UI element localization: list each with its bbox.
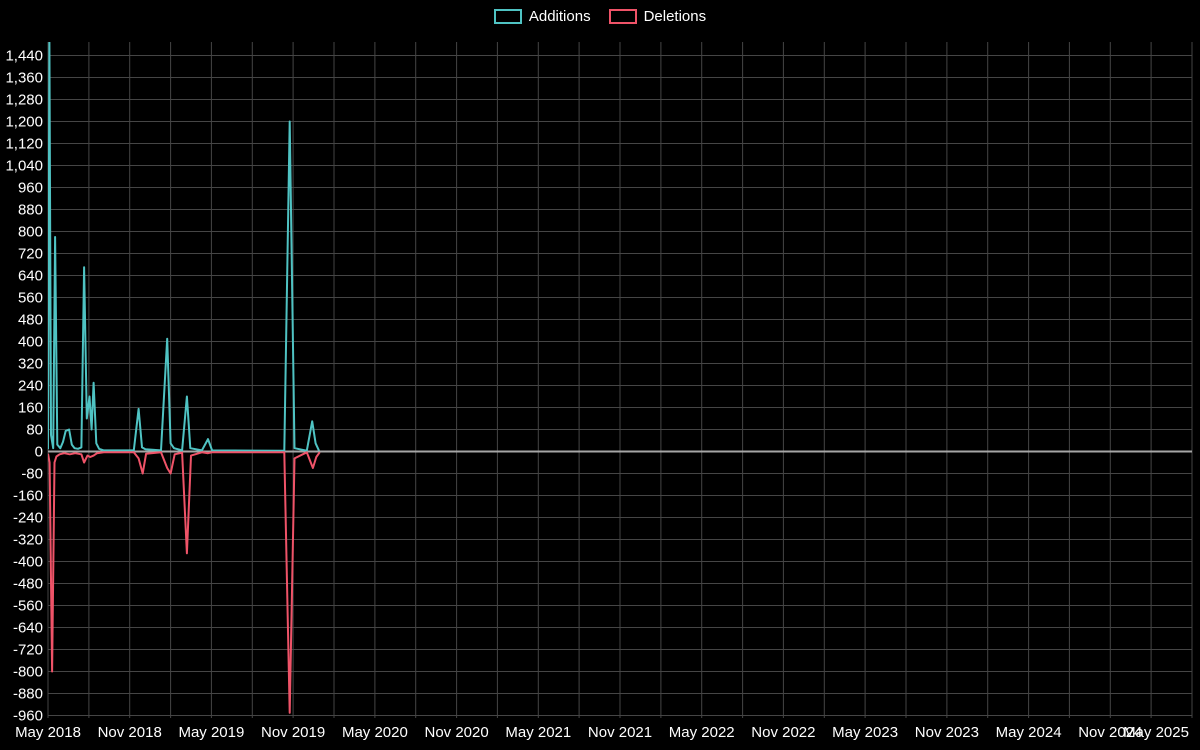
svg-text:1,040: 1,040: [5, 158, 43, 175]
legend-item-additions[interactable]: Additions: [493, 8, 591, 25]
svg-text:May 2024: May 2024: [996, 724, 1062, 741]
gridlines: [47, 42, 1193, 718]
svg-text:800: 800: [18, 224, 43, 241]
svg-text:80: 80: [26, 422, 43, 439]
svg-text:320: 320: [18, 356, 43, 373]
svg-text:1,200: 1,200: [5, 114, 43, 131]
svg-text:May 2020: May 2020: [342, 724, 408, 741]
svg-text:-640: -640: [13, 620, 43, 637]
chart-legend: Additions Deletions: [0, 8, 1200, 25]
svg-text:May 2019: May 2019: [178, 724, 244, 741]
svg-text:Nov 2022: Nov 2022: [751, 724, 815, 741]
svg-text:Nov 2023: Nov 2023: [915, 724, 979, 741]
svg-text:560: 560: [18, 290, 43, 307]
svg-text:1,120: 1,120: [5, 136, 43, 153]
svg-text:-800: -800: [13, 664, 43, 681]
deletions-swatch-icon: [608, 9, 637, 24]
svg-text:-880: -880: [13, 686, 43, 703]
legend-item-deletions[interactable]: Deletions: [608, 8, 707, 25]
svg-text:-960: -960: [13, 708, 43, 725]
svg-text:0: 0: [35, 444, 43, 461]
series-line-deletions: [48, 451, 321, 714]
svg-text:May 2025: May 2025: [1123, 724, 1189, 741]
svg-text:160: 160: [18, 400, 43, 417]
svg-text:-560: -560: [13, 598, 43, 615]
series-line-additions: [48, 42, 320, 452]
svg-text:-160: -160: [13, 488, 43, 505]
svg-text:960: 960: [18, 180, 43, 197]
svg-text:May 2022: May 2022: [669, 724, 735, 741]
svg-text:-80: -80: [21, 466, 43, 483]
svg-text:May 2023: May 2023: [832, 724, 898, 741]
svg-text:-240: -240: [13, 510, 43, 527]
svg-text:400: 400: [18, 334, 43, 351]
svg-text:1,280: 1,280: [5, 92, 43, 109]
svg-text:640: 640: [18, 268, 43, 285]
svg-text:-480: -480: [13, 576, 43, 593]
legend-label-additions: Additions: [528, 8, 591, 25]
additions-swatch-icon: [493, 9, 522, 24]
svg-text:720: 720: [18, 246, 43, 263]
svg-text:May 2021: May 2021: [505, 724, 571, 741]
y-axis-labels: 1,4401,3601,2801,2001,1201,0409608808007…: [5, 48, 43, 725]
svg-text:480: 480: [18, 312, 43, 329]
svg-text:Nov 2024: Nov 2024: [1078, 724, 1142, 741]
svg-text:-320: -320: [13, 532, 43, 549]
svg-text:880: 880: [18, 202, 43, 219]
svg-text:Nov 2021: Nov 2021: [588, 724, 652, 741]
svg-text:-400: -400: [13, 554, 43, 571]
svg-text:-720: -720: [13, 642, 43, 659]
svg-text:Nov 2020: Nov 2020: [424, 724, 488, 741]
svg-text:240: 240: [18, 378, 43, 395]
x-axis-labels: May 2018 Nov 2018 May 2019 Nov 2019 May 2020…: [15, 724, 1189, 741]
legend-label-deletions: Deletions: [643, 8, 707, 25]
svg-text:Nov 2018: Nov 2018: [98, 724, 162, 741]
svg-text:Nov 2019: Nov 2019: [261, 724, 325, 741]
svg-text:1,360: 1,360: [5, 70, 43, 87]
svg-text:May 2018: May 2018: [15, 724, 81, 741]
svg-text:1,440: 1,440: [5, 48, 43, 65]
